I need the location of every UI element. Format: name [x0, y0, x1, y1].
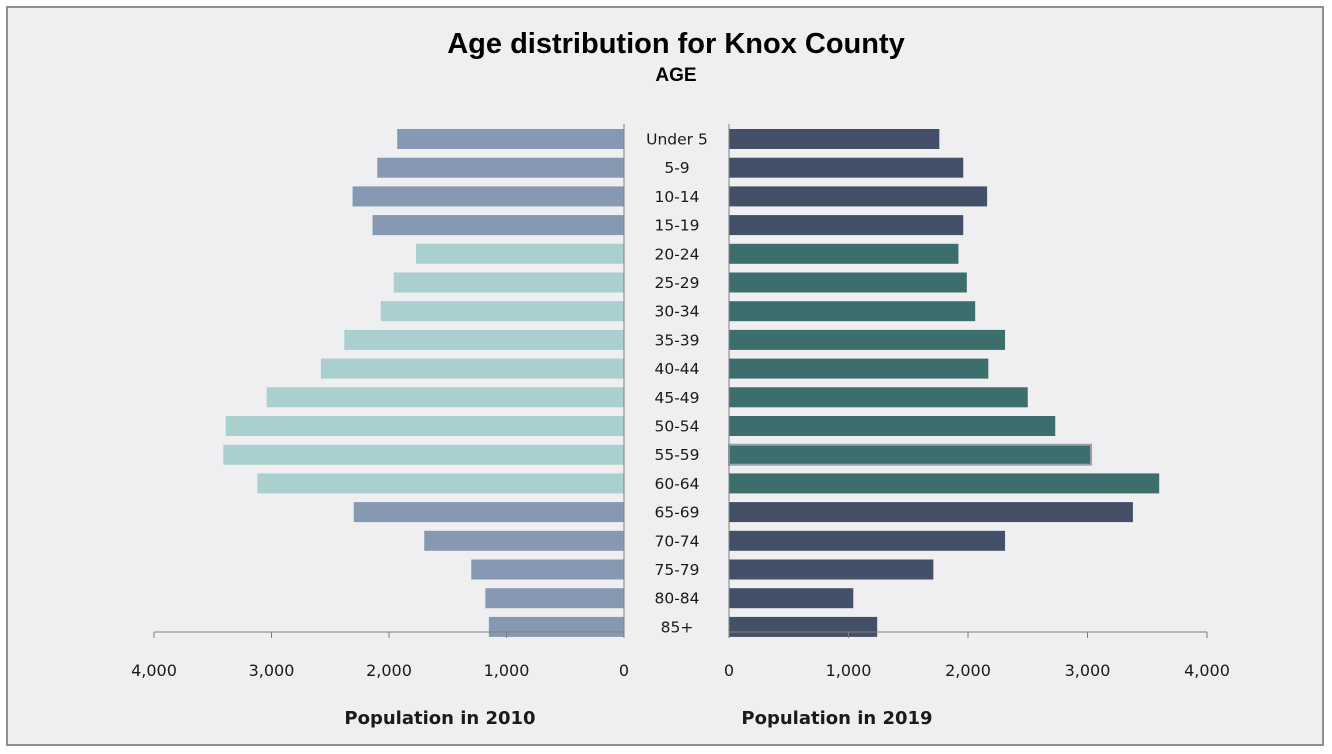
- bar-2010-40-44: [320, 358, 624, 379]
- bar-2019-75-79: [729, 559, 934, 580]
- left-tick-label: 3,000: [249, 661, 295, 680]
- bar-2019-40-44: [729, 358, 989, 379]
- bar-2010-80-84: [485, 588, 624, 609]
- left-tick-label: 1,000: [484, 661, 530, 680]
- chart-title: Age distribution for Knox County: [447, 28, 905, 60]
- bar-2019-65-69: [729, 502, 1133, 523]
- bar-2010-70-74: [424, 530, 624, 551]
- bar-2019-Under 5: [729, 129, 940, 149]
- bar-2019-50-54: [729, 416, 1056, 436]
- age-label: 70-74: [654, 532, 699, 550]
- bar-2010-5-9: [377, 157, 624, 178]
- age-label: 80-84: [654, 590, 699, 608]
- age-label: 85+: [661, 618, 694, 636]
- bar-2010-Under 5: [397, 129, 624, 149]
- bar-2010-20-24: [416, 243, 624, 264]
- right-axis-title: Population in 2019: [741, 708, 932, 729]
- age-label: 5-9: [664, 159, 689, 177]
- age-label: 75-79: [654, 561, 699, 579]
- bar-2010-35-39: [344, 329, 624, 350]
- bar-2010-60-64: [257, 473, 624, 494]
- age-label: 15-19: [654, 217, 699, 235]
- left-tick-label: 4,000: [131, 661, 177, 680]
- age-label: 60-64: [654, 475, 699, 493]
- bar-2010-15-19: [372, 215, 624, 236]
- right-tick-label: 0: [724, 661, 734, 680]
- left-tick-label: 0: [619, 661, 629, 680]
- right-tick-label: 2,000: [945, 661, 991, 680]
- age-label: 65-69: [654, 504, 699, 522]
- bar-2010-75-79: [471, 559, 624, 580]
- age-label: 35-39: [654, 331, 699, 349]
- age-label: 30-34: [654, 303, 699, 321]
- bar-2019-20-24: [729, 243, 959, 264]
- bar-2019-30-34: [729, 301, 976, 322]
- age-label: 25-29: [654, 274, 699, 292]
- bar-2019-5-9: [729, 157, 964, 178]
- bar-2010-10-14: [352, 186, 624, 207]
- bar-2019-85+: [729, 616, 878, 637]
- bar-2010-65-69: [353, 502, 624, 523]
- age-label: 40-44: [654, 360, 699, 378]
- bar-2019-35-39: [729, 329, 1006, 350]
- bar-2010-45-49: [266, 387, 624, 408]
- bar-2019-55-59: [729, 444, 1092, 465]
- axes-group: 4,000 3,000 2,000 1,000 0 0 1,000 2,000 3,000 4,0…: [131, 124, 1230, 680]
- left-axis-title: Population in 2010: [344, 708, 535, 729]
- age-label: 50-54: [654, 418, 699, 436]
- right-tick-label: 4,000: [1184, 661, 1230, 680]
- bar-2019-70-74: [729, 530, 1006, 551]
- bar-2010-50-54: [225, 416, 625, 436]
- bar-2010-30-34: [380, 301, 624, 322]
- bar-2019-25-29: [729, 272, 967, 293]
- bars-group: [223, 129, 1160, 637]
- age-label: 45-49: [654, 389, 699, 407]
- left-tick-label: 2,000: [366, 661, 412, 680]
- age-label: 20-24: [654, 245, 699, 263]
- right-tick-label: 1,000: [826, 661, 872, 680]
- bar-2010-85+: [488, 616, 624, 637]
- age-label: 55-59: [654, 446, 699, 464]
- bar-2019-45-49: [729, 387, 1028, 408]
- bar-2019-80-84: [729, 588, 854, 609]
- bar-2010-55-59: [223, 444, 624, 465]
- age-labels-group: Under 5 5-9 10-14 15-19 20-24 25-29 30-34 35-39…: [646, 131, 708, 637]
- bar-2010-25-29: [393, 272, 624, 293]
- chart-area: Age distribution for Knox County AGE Und…: [6, 6, 1324, 746]
- right-tick-label: 3,000: [1065, 661, 1111, 680]
- age-label: 10-14: [654, 188, 699, 206]
- population-pyramid-chart: Age distribution for Knox County AGE Und…: [131, 28, 1230, 729]
- age-label: Under 5: [646, 131, 708, 149]
- bar-2019-15-19: [729, 215, 964, 236]
- bar-2019-60-64: [729, 473, 1160, 494]
- bar-2019-10-14: [729, 186, 988, 207]
- chart-subtitle: AGE: [655, 65, 696, 86]
